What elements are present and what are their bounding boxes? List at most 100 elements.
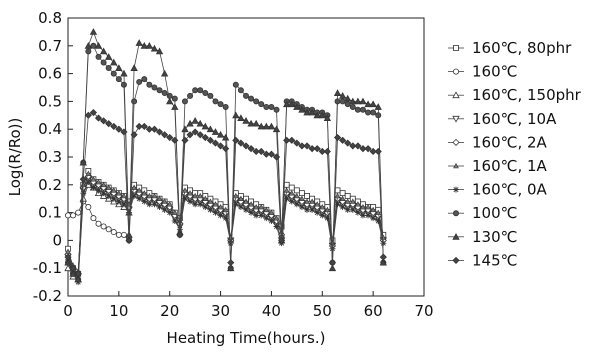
- data-point: [333, 133, 342, 142]
- data-point: [85, 170, 92, 176]
- legend-item: 130℃: [448, 228, 517, 246]
- data-point: [359, 106, 366, 113]
- data-point: [156, 87, 163, 94]
- data-point: [303, 142, 311, 150]
- data-point: [90, 215, 97, 222]
- legend-label: 160℃, 10A: [472, 110, 557, 128]
- data-point: [182, 187, 188, 193]
- data-point: [267, 122, 276, 130]
- legend-label: 160℃, 80phr: [472, 39, 572, 57]
- data-point: [89, 108, 97, 117]
- legend-marker: [453, 186, 459, 193]
- data-point: [99, 47, 108, 55]
- series-line: [67, 169, 384, 275]
- data-point: [160, 69, 169, 77]
- data-point: [171, 136, 179, 144]
- data-point: [202, 204, 209, 211]
- data-point: [252, 147, 260, 156]
- data-point: [248, 95, 255, 102]
- data-point: [304, 206, 311, 213]
- data-point: [130, 131, 138, 139]
- data-point: [252, 119, 260, 127]
- data-point: [369, 100, 377, 108]
- data-point: [94, 114, 103, 122]
- data-point: [288, 184, 295, 191]
- data-point: [374, 147, 382, 156]
- y-axis: -0.2 -0.1 0 0.1 0.2 0.3 0.4 0.5 0.6 0.7 0.8: [33, 9, 73, 305]
- data-point: [161, 131, 169, 139]
- data-point: [298, 204, 305, 211]
- data-point: [166, 201, 173, 207]
- data-point: [131, 192, 138, 199]
- y-tick-label: 0.4: [38, 120, 62, 138]
- data-point: [186, 119, 194, 127]
- data-point: [161, 206, 168, 213]
- legend-label: 145℃: [472, 251, 517, 269]
- data-point: [192, 201, 199, 208]
- data-point: [318, 147, 326, 156]
- data-point: [238, 195, 244, 201]
- data-point: [253, 204, 260, 210]
- data-point: [100, 181, 107, 188]
- x-axis: 0 10 20 30 40 50 60 70: [63, 291, 434, 320]
- series-10: [64, 108, 387, 278]
- data-point: [65, 212, 72, 219]
- data-point: [304, 198, 310, 204]
- data-point: [64, 258, 72, 266]
- data-point: [232, 136, 240, 144]
- data-point: [90, 176, 97, 182]
- data-point: [303, 108, 311, 116]
- data-point: [140, 122, 148, 130]
- data-point: [202, 195, 209, 201]
- data-point: [299, 190, 305, 197]
- data-point: [222, 145, 230, 153]
- data-point: [145, 41, 154, 49]
- plot-frame: [67, 17, 425, 297]
- legend-marker: [452, 115, 460, 123]
- data-point: [370, 215, 377, 222]
- data-point: [217, 142, 225, 150]
- data-point: [187, 190, 193, 196]
- data-point: [196, 119, 204, 127]
- legend-item: 100℃: [448, 204, 517, 222]
- data-point: [100, 190, 107, 197]
- data-point: [359, 145, 367, 153]
- data-point: [344, 198, 351, 204]
- data-point: [364, 100, 372, 108]
- data-point: [151, 201, 158, 208]
- data-point: [161, 90, 168, 97]
- data-point: [313, 145, 321, 153]
- legend-marker: [452, 68, 459, 75]
- data-point: [288, 190, 295, 196]
- data-point: [181, 195, 188, 202]
- data-point: [349, 142, 357, 150]
- data-point: [268, 209, 275, 215]
- data-point: [94, 41, 103, 49]
- data-point: [247, 145, 255, 153]
- legend-item: 160℃, 80phr: [448, 39, 572, 57]
- data-point: [212, 201, 219, 207]
- data-point: [141, 76, 148, 83]
- data-point: [222, 206, 229, 213]
- legend-label: 160℃, 1A: [472, 157, 548, 175]
- data-point: [242, 142, 250, 150]
- data-point: [150, 44, 159, 52]
- data-point: [156, 195, 163, 201]
- data-point: [338, 92, 347, 99]
- legend-marker: [452, 232, 460, 240]
- data-point: [253, 212, 260, 219]
- data-point: [151, 192, 158, 199]
- data-point: [369, 147, 377, 156]
- data-point: [257, 122, 265, 130]
- data-point: [299, 195, 305, 201]
- data-point: [349, 97, 357, 105]
- data-point: [115, 198, 122, 205]
- data-point: [227, 259, 235, 267]
- data-point: [257, 147, 265, 156]
- data-point: [186, 131, 194, 139]
- data-point: [354, 209, 361, 216]
- data-point: [85, 179, 92, 186]
- data-point: [318, 111, 326, 119]
- y-tick-label: -0.2: [33, 287, 62, 305]
- data-point: [105, 65, 112, 72]
